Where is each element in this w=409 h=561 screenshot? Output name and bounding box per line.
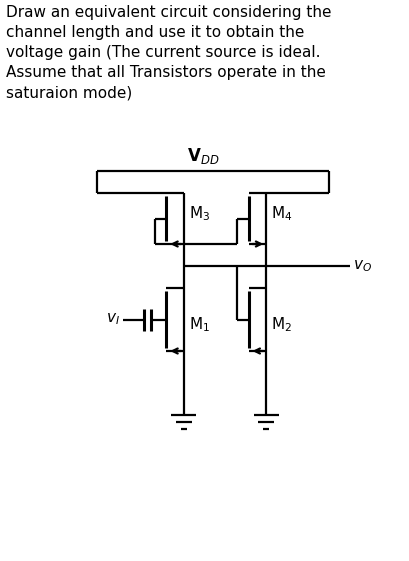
Text: $v_O$: $v_O$	[353, 258, 372, 274]
Text: V$_{DD}$: V$_{DD}$	[187, 146, 220, 166]
Text: $v_I$: $v_I$	[106, 312, 120, 328]
Text: M$_2$: M$_2$	[271, 315, 292, 334]
Text: Draw an equivalent circuit considering the
channel length and use it to obtain t: Draw an equivalent circuit considering t…	[6, 5, 331, 100]
Text: M$_3$: M$_3$	[189, 204, 210, 223]
Text: M$_4$: M$_4$	[271, 204, 292, 223]
Text: M$_1$: M$_1$	[189, 315, 210, 334]
